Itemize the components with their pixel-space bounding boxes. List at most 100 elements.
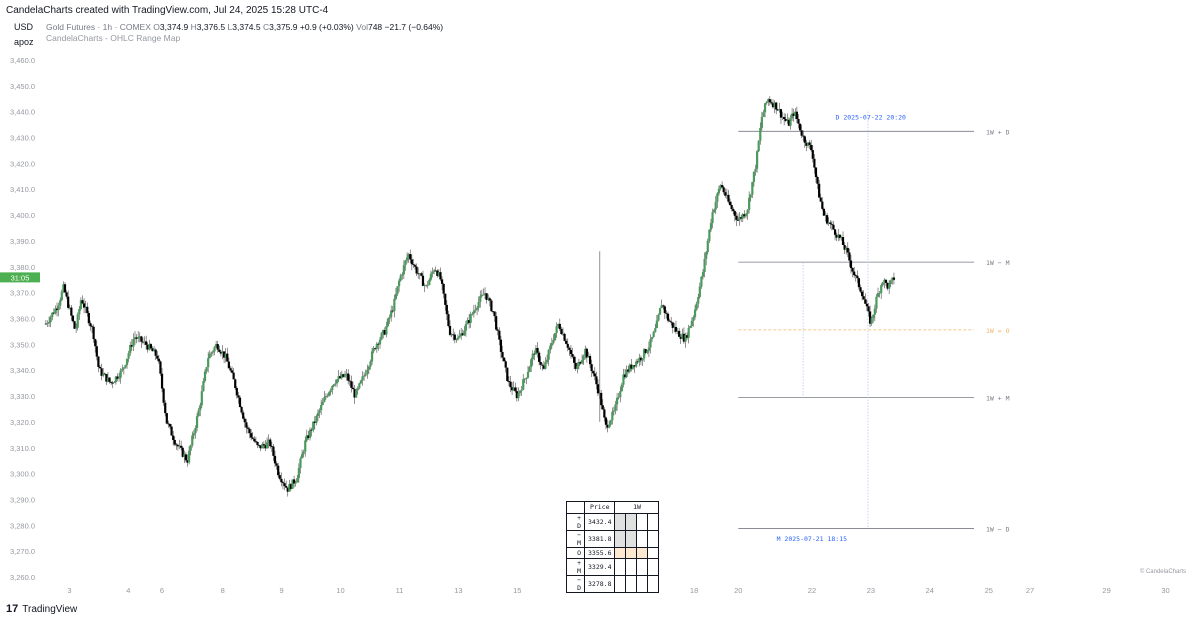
candle-down bbox=[167, 423, 170, 425]
candle-up bbox=[366, 369, 369, 375]
candle-down bbox=[802, 135, 805, 137]
candle-down bbox=[601, 405, 604, 410]
candle-up bbox=[523, 378, 526, 380]
candle-down bbox=[82, 303, 86, 308]
candle-up bbox=[84, 306, 87, 308]
candle-down bbox=[818, 183, 821, 198]
candle-down bbox=[800, 130, 803, 136]
candle-down bbox=[103, 373, 106, 375]
candle-up bbox=[425, 285, 428, 286]
y-tick-label: 3,290.0 bbox=[10, 496, 35, 505]
candle-down bbox=[504, 361, 507, 368]
candle-up bbox=[456, 337, 460, 340]
candle-up bbox=[399, 275, 402, 281]
candle-up bbox=[302, 451, 305, 455]
candle-down bbox=[245, 422, 248, 428]
volume-label: Vol bbox=[356, 22, 368, 32]
candle-up bbox=[620, 384, 623, 392]
candle-up bbox=[267, 439, 270, 443]
candle-up bbox=[318, 410, 321, 413]
candle-up bbox=[75, 327, 78, 329]
candle-up bbox=[114, 376, 117, 383]
candle-up bbox=[717, 188, 721, 194]
created-with-text: CandelaCharts created with TradingView.c… bbox=[6, 5, 329, 16]
candle-up bbox=[689, 326, 692, 328]
x-tick-label: 3 bbox=[67, 586, 71, 595]
candle-up bbox=[646, 350, 649, 353]
row-price: 3329.4 bbox=[583, 558, 616, 576]
candle-down bbox=[573, 356, 576, 363]
candle-up bbox=[582, 355, 585, 361]
candle-down bbox=[172, 435, 175, 440]
candle-up bbox=[122, 367, 125, 369]
candle-down bbox=[111, 382, 114, 384]
candle-down bbox=[819, 197, 822, 202]
symbol-name[interactable]: Gold Futures · 1h · COMEX bbox=[46, 22, 151, 32]
candle-up bbox=[138, 336, 141, 338]
candle-down bbox=[377, 343, 380, 345]
candle-down bbox=[499, 339, 503, 352]
range-level-label: 1W − M bbox=[986, 259, 1010, 267]
candle-down bbox=[808, 142, 811, 145]
candle-down bbox=[603, 409, 606, 418]
candle-down bbox=[286, 487, 289, 492]
candle-up bbox=[611, 411, 614, 421]
candle-down bbox=[862, 296, 865, 300]
candle-up bbox=[880, 285, 883, 294]
candle-up bbox=[684, 335, 687, 342]
candle-down bbox=[665, 312, 668, 314]
candle-up bbox=[749, 194, 752, 198]
candle-down bbox=[579, 361, 582, 364]
tradingview-logo[interactable]: 17 TradingView bbox=[6, 603, 77, 615]
candle-up bbox=[385, 325, 388, 335]
candle-up bbox=[433, 270, 436, 272]
candle-up bbox=[711, 212, 714, 224]
candle-up bbox=[304, 440, 307, 452]
candle-down bbox=[243, 418, 246, 423]
candle-up bbox=[531, 353, 534, 360]
candle-down bbox=[533, 353, 536, 355]
candle-down bbox=[795, 111, 798, 119]
currency-label[interactable]: USD bbox=[14, 22, 34, 32]
candle-down bbox=[52, 312, 55, 314]
candle-down bbox=[630, 364, 633, 369]
candle-down bbox=[633, 365, 636, 367]
candle-down bbox=[278, 475, 281, 479]
candle-up bbox=[393, 298, 396, 312]
candle-up bbox=[751, 181, 754, 195]
candle-up bbox=[207, 358, 210, 368]
candle-up bbox=[480, 294, 483, 297]
indicator-name[interactable]: CandelaCharts - OHLC Range Map bbox=[46, 33, 181, 43]
candle-up bbox=[194, 427, 197, 434]
candle-down bbox=[242, 412, 245, 419]
candle-down bbox=[811, 150, 814, 159]
cell-filled bbox=[625, 512, 638, 531]
candle-down bbox=[259, 445, 262, 449]
candle-up bbox=[137, 336, 140, 339]
candle-up bbox=[744, 213, 748, 217]
cell-filled bbox=[614, 512, 627, 531]
candle-down bbox=[498, 330, 501, 340]
candle-down bbox=[269, 439, 272, 447]
candle-down bbox=[724, 192, 727, 196]
candle-up bbox=[59, 300, 62, 306]
candle-up bbox=[396, 286, 399, 294]
candle-up bbox=[423, 285, 426, 287]
candle-up bbox=[76, 314, 79, 328]
candle-up bbox=[705, 252, 708, 259]
candle-down bbox=[94, 339, 97, 347]
candle-down bbox=[821, 201, 824, 209]
candle-up bbox=[550, 343, 553, 346]
candle-down bbox=[181, 447, 184, 457]
candle-up bbox=[549, 345, 552, 351]
cell-empty bbox=[625, 575, 638, 593]
candle-up bbox=[356, 388, 359, 391]
candle-down bbox=[491, 311, 495, 312]
candle-up bbox=[714, 201, 717, 210]
candle-down bbox=[797, 118, 800, 124]
candle-up bbox=[577, 361, 581, 367]
candle-down bbox=[822, 208, 826, 216]
candle-up bbox=[650, 337, 654, 340]
candle-up bbox=[187, 450, 191, 463]
